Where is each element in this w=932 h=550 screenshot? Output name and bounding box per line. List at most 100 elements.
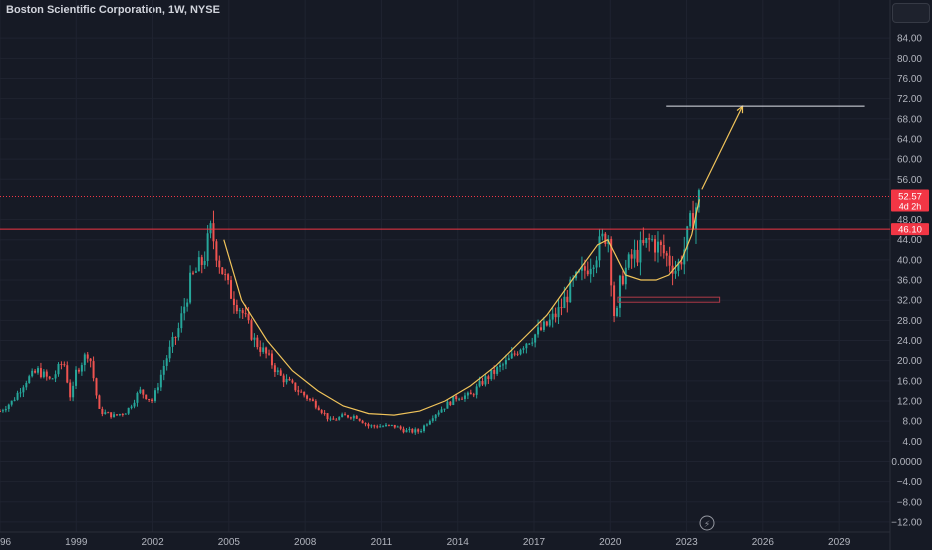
replay-icon[interactable]: ⚡	[699, 515, 715, 531]
candle-body	[247, 313, 250, 321]
candle-body	[95, 378, 98, 396]
x-tick-label: 2014	[447, 537, 470, 548]
candle-body	[37, 368, 40, 373]
candle-body	[101, 408, 104, 415]
candle-body	[165, 358, 168, 366]
candle-body	[200, 257, 203, 265]
candle-body	[408, 428, 411, 431]
candle-body	[525, 343, 528, 349]
candle-body	[230, 280, 233, 299]
candle-body	[209, 223, 212, 234]
last-price-badge	[891, 189, 929, 212]
candle-body	[633, 249, 636, 259]
candle-body	[551, 313, 554, 320]
chart-settings-button[interactable]	[892, 3, 930, 23]
candle-body	[566, 296, 569, 303]
candle-body	[177, 328, 180, 338]
candle-body	[686, 226, 689, 250]
candle-body	[560, 307, 563, 309]
candle-body	[133, 402, 136, 407]
candle-body	[586, 270, 589, 275]
x-tick-label: 2005	[218, 537, 241, 548]
candle-body	[528, 343, 531, 345]
candle-body	[22, 387, 25, 393]
candle-body	[238, 310, 241, 312]
candle-body	[288, 378, 291, 381]
candle-body	[501, 364, 504, 366]
candle-body	[428, 420, 431, 425]
candle-body	[507, 358, 510, 361]
y-axis: 84.00 80.00 76.00 72.00 68.00 64.00 60.00 56.00…	[891, 34, 922, 529]
candle-body	[48, 376, 51, 379]
y-tick-label: 72.00	[897, 94, 922, 105]
candle-body	[42, 371, 45, 378]
y-tick-label: 32.00	[897, 296, 922, 307]
candle-body	[115, 414, 118, 416]
candle-body	[16, 392, 19, 400]
candle-body	[472, 394, 475, 396]
candle-body	[493, 369, 496, 374]
grid-lines	[0, 0, 891, 550]
candle-body	[346, 415, 349, 418]
candle-body	[469, 392, 472, 395]
candle-body	[355, 415, 358, 419]
y-tick-label: −12.00	[891, 517, 922, 528]
candle-body	[244, 313, 247, 315]
candle-body	[387, 424, 390, 426]
candle-body	[373, 425, 376, 427]
candle-body	[153, 390, 156, 401]
candle-body	[689, 213, 692, 227]
candle-body	[519, 349, 522, 355]
candle-body	[694, 207, 697, 229]
candle-body	[440, 409, 443, 413]
candle-body	[335, 419, 338, 421]
candle-body	[475, 386, 478, 395]
candle-body	[674, 270, 677, 274]
candle-body	[379, 426, 382, 428]
candle-body	[28, 376, 31, 383]
candle-body	[13, 399, 16, 401]
candle-body	[4, 409, 7, 411]
x-tick-label: 2011	[371, 537, 393, 548]
y-tick-label: 20.00	[897, 356, 922, 367]
candle-body	[326, 413, 329, 420]
candle-body	[69, 382, 72, 398]
candle-body	[677, 261, 680, 271]
y-tick-label: 68.00	[897, 114, 922, 125]
y-tick-label: 16.00	[897, 376, 922, 387]
candle-body	[332, 418, 335, 420]
candle-body	[285, 378, 288, 383]
candle-body	[367, 424, 370, 427]
candle-body	[273, 365, 276, 373]
y-tick-label: 40.00	[897, 255, 922, 266]
candle-body	[300, 391, 303, 393]
candle-body	[636, 249, 639, 263]
candles-group	[0, 188, 700, 435]
candle-body	[34, 370, 37, 373]
candle-body	[385, 424, 388, 427]
level-label: 46.10	[898, 225, 922, 236]
candle-body	[697, 190, 700, 208]
candle-body	[265, 347, 268, 354]
candle-body	[361, 420, 364, 424]
candle-body	[232, 298, 235, 305]
candle-body	[645, 238, 648, 244]
candle-body	[592, 267, 595, 269]
candle-body	[162, 365, 165, 375]
candle-body	[221, 267, 224, 275]
x-tick-label: 2029	[828, 537, 851, 548]
candle-body	[235, 304, 238, 312]
candle-body	[613, 285, 616, 317]
candle-body	[194, 271, 197, 273]
candle-body	[504, 360, 507, 365]
candle-body	[262, 347, 265, 352]
candle-body	[659, 241, 662, 246]
y-tick-label: 4.00	[903, 437, 923, 448]
candle-body	[589, 268, 592, 275]
projection-arrow	[701, 105, 744, 190]
candle-body	[329, 418, 332, 420]
candle-body	[639, 240, 642, 263]
candle-body	[142, 389, 145, 395]
